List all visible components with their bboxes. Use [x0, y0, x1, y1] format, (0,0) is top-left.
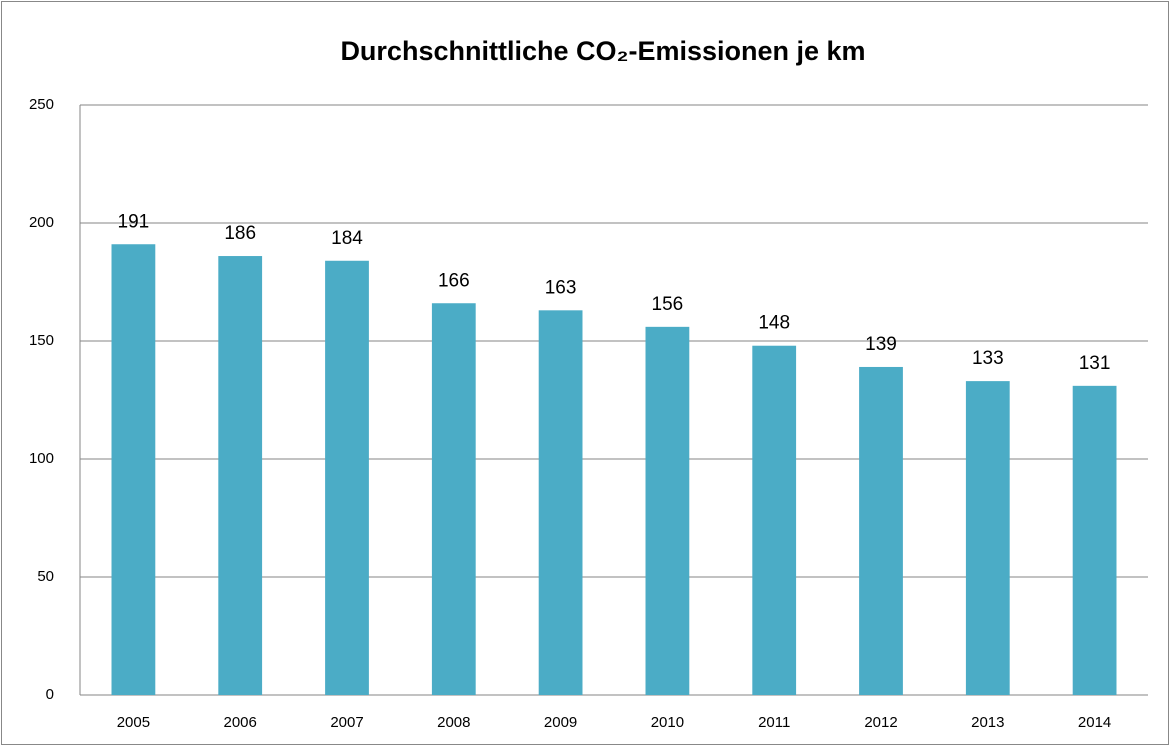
value-label: 139	[865, 334, 897, 355]
value-label: 163	[545, 277, 577, 298]
x-tick-label: 2009	[544, 714, 577, 731]
x-tick-label: 2013	[971, 714, 1004, 731]
bar	[752, 345, 797, 695]
x-tick-label: 2011	[758, 714, 790, 731]
chart-title: Durchschnittliche CO₂-Emissionen je km	[340, 36, 865, 66]
x-tick-label: 2005	[117, 714, 150, 731]
y-tick-label: 200	[29, 214, 54, 231]
value-label: 191	[118, 211, 150, 232]
x-tick-label: 2012	[864, 714, 897, 731]
y-tick-label: 0	[46, 686, 54, 703]
x-tick-label: 2008	[437, 714, 470, 731]
bar	[645, 326, 690, 695]
value-label: 131	[1079, 353, 1111, 374]
x-tick-label: 2006	[224, 714, 257, 731]
value-label: 156	[652, 294, 684, 315]
x-tick-label: 2010	[651, 714, 684, 731]
y-tick-label: 250	[29, 96, 54, 113]
x-tick-label: 2007	[330, 714, 363, 731]
value-label: 166	[438, 270, 470, 291]
y-tick-label: 150	[29, 332, 54, 349]
y-tick-label: 100	[29, 450, 54, 467]
bar	[431, 303, 476, 695]
bar	[218, 256, 263, 695]
bar	[538, 310, 583, 695]
y-tick-label: 50	[37, 568, 54, 585]
value-label: 148	[758, 313, 790, 334]
value-label: 184	[331, 228, 363, 249]
value-label: 186	[224, 223, 256, 244]
bar	[325, 260, 369, 695]
value-label: 133	[972, 348, 1004, 369]
bar	[965, 381, 1010, 695]
bar	[1072, 385, 1117, 695]
bar	[859, 366, 903, 695]
x-tick-label: 2014	[1078, 714, 1111, 731]
bar	[111, 244, 156, 696]
